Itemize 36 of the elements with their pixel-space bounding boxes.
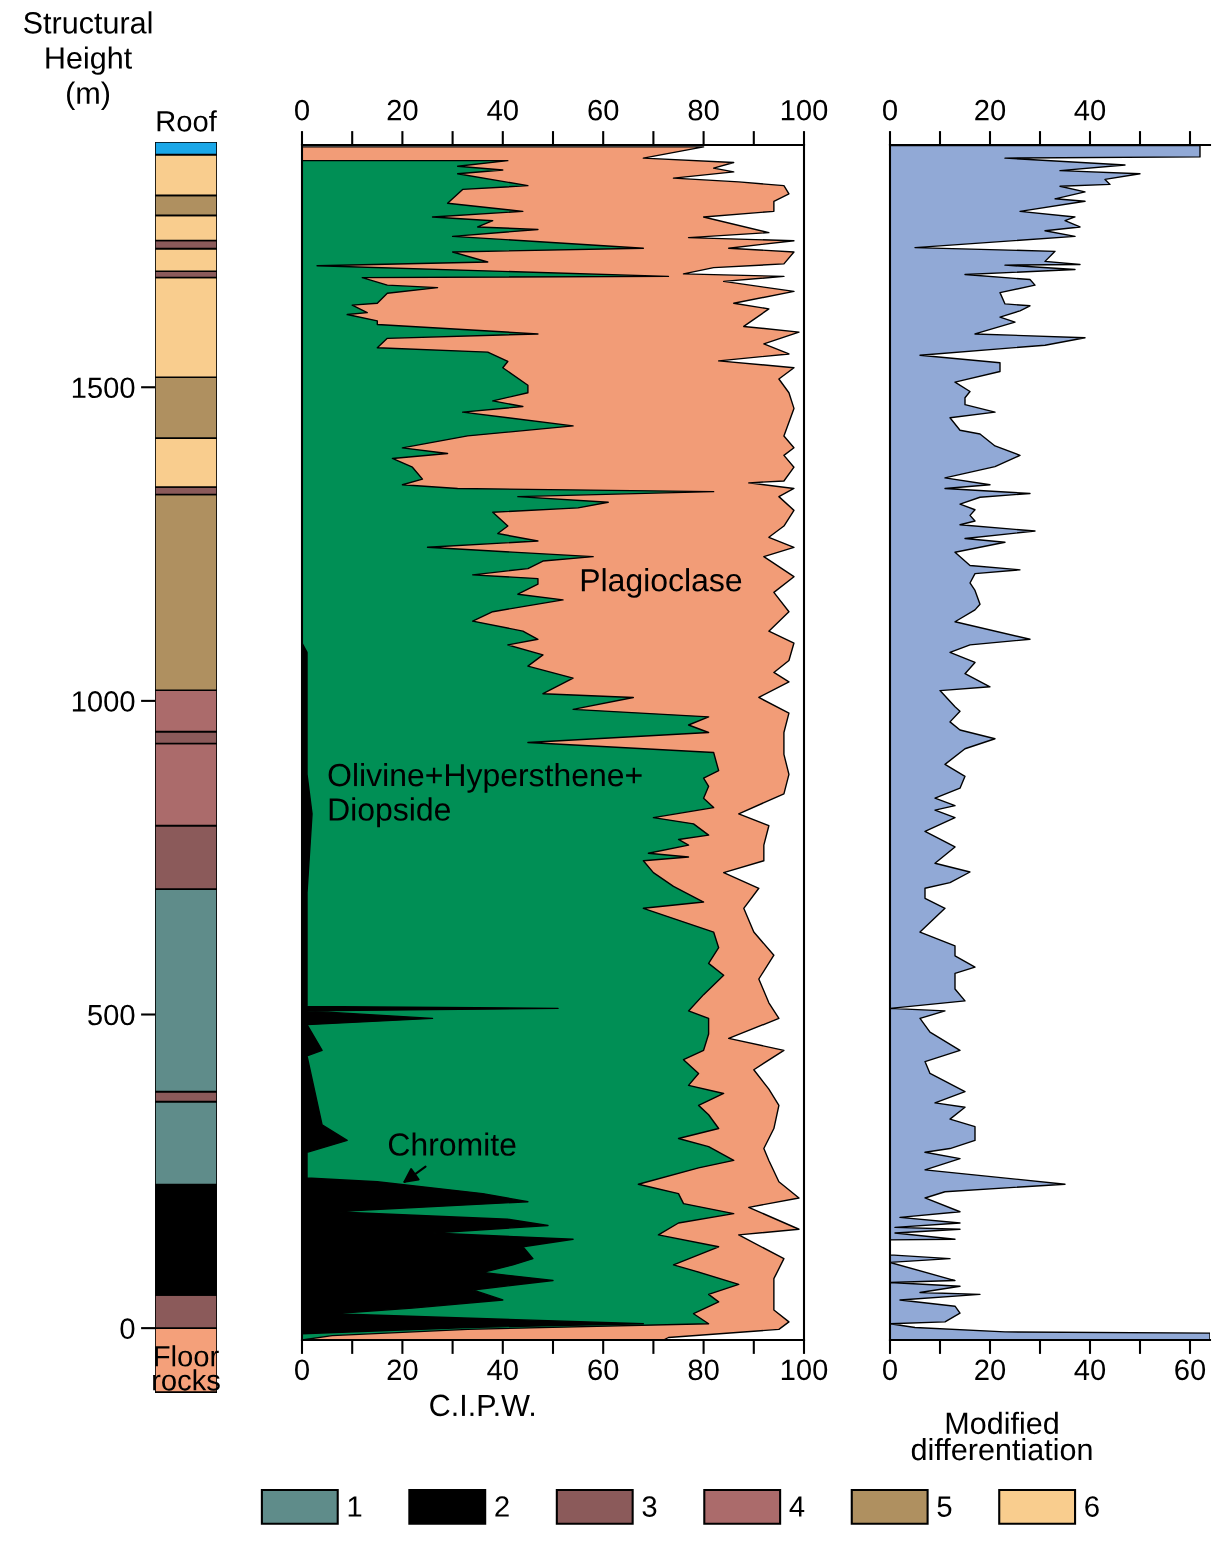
- x-tick-label: 40: [487, 1359, 518, 1381]
- x2-tick-label: 100: [781, 99, 828, 121]
- x2-tick-label: 20: [387, 99, 418, 121]
- x-tick-label: 80: [688, 1359, 719, 1381]
- x2-tick-label: 80: [688, 99, 719, 121]
- x-tick-label: 60: [588, 1359, 619, 1381]
- series-label: Olivine+Hypersthene+ Diopside: [328, 762, 642, 828]
- y-tick-label: 0: [120, 1318, 135, 1339]
- x2-tick-label: 20: [975, 99, 1006, 121]
- x-tick-label: 60: [1175, 1359, 1206, 1381]
- y-tick-label: 1000: [72, 691, 135, 712]
- x2-tick-label: 0: [883, 99, 897, 121]
- text: Roof: [157, 110, 217, 132]
- x-axis-title: Modified differentiation: [911, 1411, 1092, 1461]
- x2-tick-label: 40: [1074, 99, 1106, 121]
- series-label: Chromite: [388, 1132, 516, 1156]
- x-tick-label: 20: [387, 1359, 418, 1381]
- legend-label: 6: [1085, 1496, 1099, 1517]
- x2-tick-label: 0: [295, 99, 309, 121]
- legend-label: 3: [642, 1496, 657, 1517]
- x2-tick-label: 40: [487, 99, 518, 121]
- legend-label: 4: [789, 1496, 805, 1517]
- series-label: Plagioclase: [581, 568, 742, 598]
- x-tick-label: 40: [1074, 1359, 1106, 1381]
- y-axis-title: Structural Height (m): [24, 11, 152, 110]
- legend-label: 5: [937, 1496, 952, 1517]
- legend-label: 1: [348, 1496, 362, 1517]
- x-axis-title: C.I.P.W.: [430, 1394, 534, 1417]
- x-tick-label: 20: [975, 1359, 1006, 1381]
- x-tick-label: 0: [883, 1359, 897, 1381]
- x2-tick-label: 60: [588, 99, 619, 121]
- x-tick-label: 100: [781, 1359, 828, 1381]
- x-tick-label: 0: [295, 1359, 309, 1381]
- y-tick-label: 500: [88, 1004, 135, 1026]
- legend-label: 2: [495, 1496, 509, 1517]
- y-tick-label: 1500: [72, 377, 135, 399]
